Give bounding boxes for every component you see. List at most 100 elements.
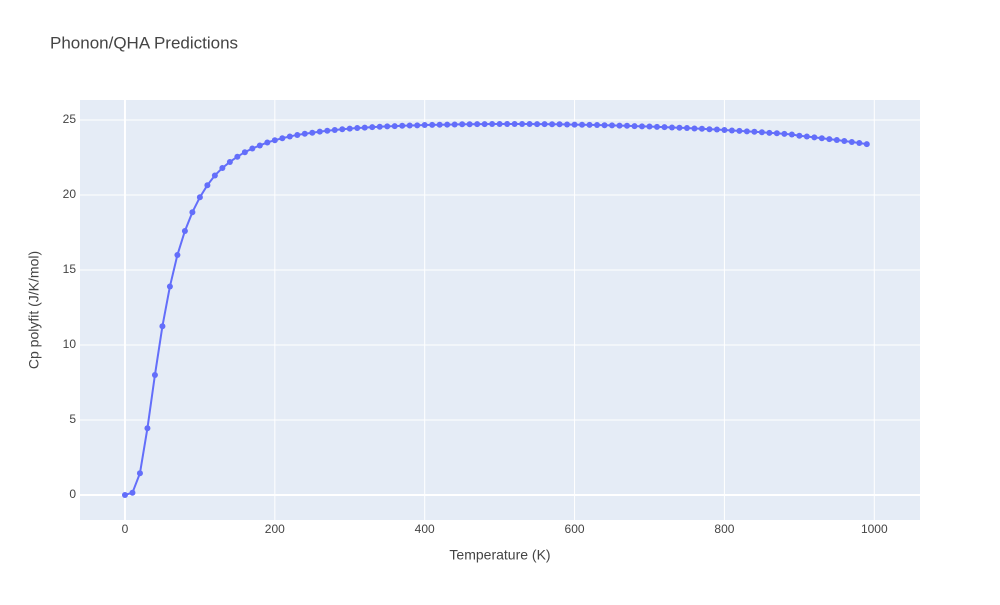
marker — [481, 121, 488, 128]
marker — [826, 136, 833, 143]
marker — [429, 121, 436, 128]
marker — [226, 158, 233, 165]
y-tick-label: 25 — [63, 112, 77, 126]
marker — [504, 121, 511, 127]
x-tick-label: 400 — [415, 522, 435, 536]
marker — [803, 133, 810, 140]
marker — [631, 123, 638, 130]
marker — [286, 133, 293, 140]
line — [124, 123, 867, 496]
marker — [728, 127, 735, 134]
marker — [721, 127, 728, 133]
marker — [121, 491, 128, 498]
x-tick-label: 200 — [265, 522, 285, 536]
marker — [511, 121, 518, 127]
marker — [451, 121, 458, 128]
marker — [346, 125, 353, 132]
x-tick-label: 1000 — [861, 522, 888, 536]
marker — [421, 122, 428, 129]
marker — [781, 130, 788, 137]
marker — [459, 121, 466, 128]
marker — [579, 121, 586, 128]
marker — [241, 149, 248, 156]
marker — [466, 121, 473, 128]
marker — [204, 182, 211, 189]
marker — [444, 121, 451, 128]
marker — [616, 122, 623, 129]
marker — [556, 121, 563, 128]
marker — [638, 123, 645, 130]
marker — [586, 121, 593, 128]
marker — [541, 121, 548, 128]
marker — [706, 126, 713, 133]
marker — [653, 123, 660, 130]
marker — [811, 134, 818, 141]
marker — [196, 194, 203, 201]
marker — [384, 123, 391, 130]
marker — [129, 489, 136, 496]
marker — [713, 126, 720, 133]
marker — [564, 121, 571, 128]
marker — [691, 125, 698, 132]
marker — [294, 131, 301, 138]
marker — [136, 470, 143, 477]
y-tick-label: 0 — [69, 487, 76, 501]
marker — [339, 126, 346, 133]
marker — [474, 121, 481, 128]
marker — [211, 172, 218, 179]
marker — [698, 125, 705, 132]
marker — [144, 425, 151, 432]
marker — [219, 164, 226, 171]
marker — [624, 122, 631, 129]
x-tick-label: 800 — [714, 522, 734, 536]
marker — [751, 128, 758, 135]
marker — [848, 139, 855, 145]
marker — [856, 140, 863, 147]
marker — [489, 121, 496, 127]
marker — [758, 129, 765, 136]
marker — [361, 124, 368, 131]
marker — [549, 121, 556, 128]
marker — [668, 124, 675, 131]
y-tick-label: 5 — [69, 412, 76, 426]
marker — [309, 129, 316, 136]
marker — [151, 371, 158, 378]
y-tick-label: 10 — [63, 337, 77, 351]
marker — [189, 209, 196, 216]
marker — [743, 128, 750, 135]
marker — [166, 283, 173, 290]
marker — [661, 124, 668, 131]
marker — [833, 137, 840, 144]
x-tick-label: 0 — [122, 522, 129, 536]
marker — [841, 137, 848, 144]
y-axis-title: Cp polyfit (J/K/mol) — [26, 251, 42, 369]
marker — [271, 137, 278, 144]
marker — [818, 135, 825, 142]
marker — [676, 124, 683, 131]
marker — [331, 127, 338, 133]
marker — [399, 122, 406, 129]
marker — [174, 251, 181, 258]
marker — [601, 122, 608, 129]
marker — [301, 130, 308, 137]
marker — [526, 121, 533, 127]
marker — [534, 121, 541, 128]
y-tick-label: 20 — [63, 187, 77, 201]
marker — [796, 132, 803, 139]
marker — [249, 145, 256, 152]
chart-title: Phonon/QHA Predictions — [50, 33, 238, 52]
marker — [496, 121, 503, 127]
marker — [316, 128, 323, 135]
marker — [736, 127, 743, 134]
marker — [391, 123, 398, 130]
marker — [773, 130, 780, 137]
marker — [256, 142, 263, 149]
marker — [264, 139, 271, 146]
marker — [683, 125, 690, 132]
marker — [324, 127, 331, 134]
marker — [863, 141, 870, 148]
marker — [181, 227, 188, 234]
y-tick-label: 15 — [63, 262, 77, 276]
marker — [354, 125, 361, 132]
